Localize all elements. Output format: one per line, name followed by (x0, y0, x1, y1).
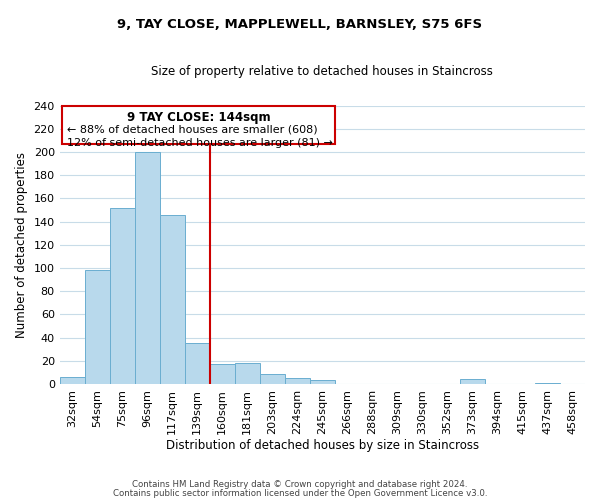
Y-axis label: Number of detached properties: Number of detached properties (15, 152, 28, 338)
Text: 9, TAY CLOSE, MAPPLEWELL, BARNSLEY, S75 6FS: 9, TAY CLOSE, MAPPLEWELL, BARNSLEY, S75 … (118, 18, 482, 30)
Bar (210, 364, 235, 384)
Bar (460, 380, 485, 384)
Bar (310, 380, 335, 384)
Bar (235, 363, 260, 384)
Text: Contains public sector information licensed under the Open Government Licence v3: Contains public sector information licen… (113, 488, 487, 498)
Bar (110, 208, 135, 384)
Bar (185, 344, 210, 384)
Bar (285, 378, 310, 384)
FancyBboxPatch shape (62, 106, 335, 144)
Title: Size of property relative to detached houses in Staincross: Size of property relative to detached ho… (151, 65, 493, 78)
X-axis label: Distribution of detached houses by size in Staincross: Distribution of detached houses by size … (166, 440, 479, 452)
Bar (535, 383, 560, 384)
Bar (135, 152, 160, 384)
Text: 9 TAY CLOSE: 144sqm: 9 TAY CLOSE: 144sqm (127, 112, 271, 124)
Text: 12% of semi-detached houses are larger (81) →: 12% of semi-detached houses are larger (… (67, 138, 333, 148)
Bar (59, 377, 85, 384)
Text: Contains HM Land Registry data © Crown copyright and database right 2024.: Contains HM Land Registry data © Crown c… (132, 480, 468, 489)
Bar (260, 374, 285, 384)
Bar (85, 270, 110, 384)
Bar (160, 214, 185, 384)
Text: ← 88% of detached houses are smaller (608): ← 88% of detached houses are smaller (60… (67, 124, 318, 134)
